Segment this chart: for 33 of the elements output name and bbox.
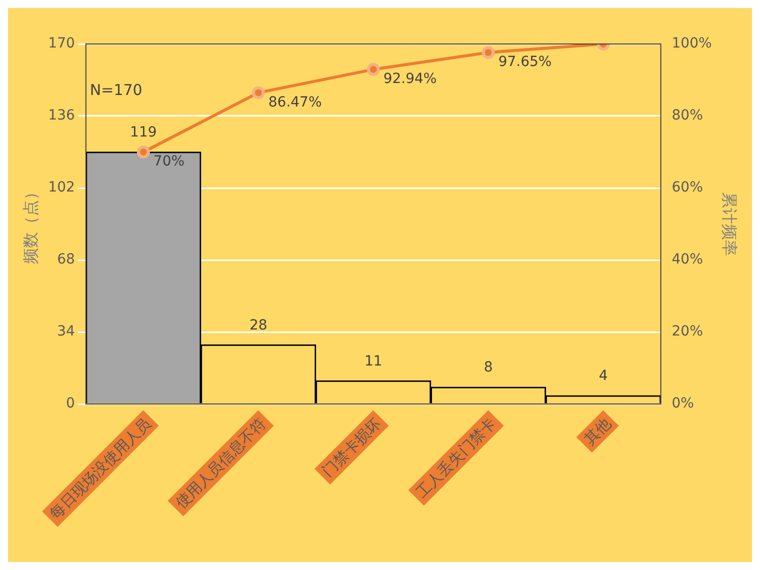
point [366, 62, 380, 76]
x-tick-label: 工人丢失门禁卡 [408, 410, 504, 506]
y2-tick-label: 20% [672, 324, 703, 340]
y2-tick-label: 40% [672, 252, 703, 268]
x-tick-label: 使用人员信息不符 [168, 410, 274, 516]
y-tick-label: 34 [57, 324, 75, 340]
y-tick-label: 0 [66, 396, 75, 412]
y2-axis-title: 累计频率 [720, 192, 740, 256]
x-tick-label: 每日现场没使用人员 [42, 410, 160, 527]
data-label: 28 [249, 317, 268, 334]
data-label: 86.47% [268, 94, 322, 110]
annotation: N=170 [90, 80, 142, 99]
data-label: 8 [484, 360, 493, 376]
y2-tick-label: 0% [672, 396, 694, 412]
y-tick-label: 68 [57, 252, 75, 268]
x-tick-label: 其他 [576, 410, 620, 453]
x-tick-label: 门禁卡损坏 [314, 410, 390, 484]
data-label: 97.65% [498, 54, 552, 70]
data-label: 70% [153, 154, 185, 170]
y2-tick-label: 60% [672, 180, 703, 196]
point [136, 146, 150, 158]
y2-tick-label: 100% [672, 36, 712, 52]
y-tick-label: 102 [48, 180, 75, 196]
data-label: 4 [598, 368, 608, 384]
y2-tick-label: 80% [672, 108, 703, 124]
y-tick-label: 136 [48, 108, 75, 124]
data-label: 119 [130, 124, 157, 141]
point [482, 46, 495, 59]
data-label: 11 [364, 353, 382, 370]
y-tick-label: 170 [48, 36, 75, 52]
y-axis-title: 频数（点） [20, 184, 40, 264]
data-label: 92.94% [383, 71, 437, 88]
point [252, 86, 265, 100]
